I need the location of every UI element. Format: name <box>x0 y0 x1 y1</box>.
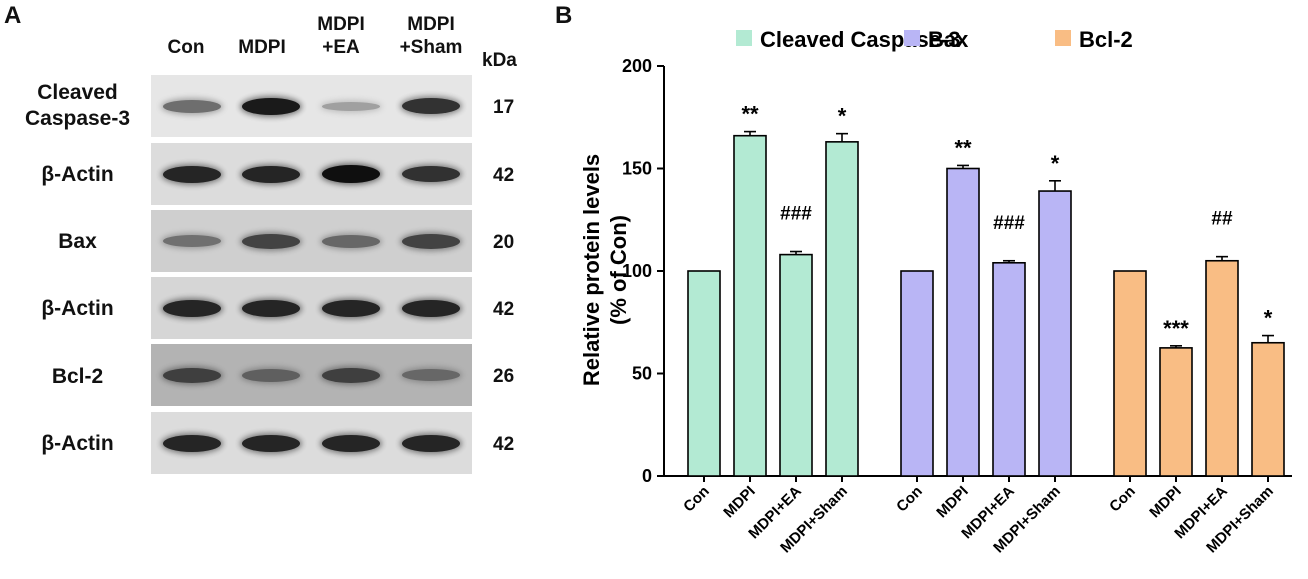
blot-band <box>242 165 300 183</box>
bar <box>1159 347 1193 477</box>
blot-label-actin-2: β-Actin <box>41 297 114 320</box>
x-tick-label: Con <box>680 483 713 516</box>
y-tick-label: 200 <box>622 56 652 76</box>
blot-mw-actin-3: 42 <box>493 434 515 455</box>
blot-band <box>163 165 221 183</box>
blot-band <box>163 434 221 452</box>
significance-label: * <box>1264 306 1273 331</box>
blot-strip-cleaved-caspase3 <box>151 75 472 137</box>
lane-header-line1: MDPI <box>317 14 365 35</box>
legend-swatch <box>736 30 752 46</box>
blot-band <box>163 299 221 317</box>
lane-header-line1: MDPI <box>238 37 286 58</box>
blot-band <box>402 98 460 114</box>
blot-strip-actin-2 <box>151 277 472 339</box>
blot-mw-actin-1: 42 <box>493 165 515 186</box>
bar <box>825 141 859 477</box>
x-tick-label: MDPI <box>1146 483 1185 522</box>
y-tick-label: 100 <box>622 261 652 281</box>
legend-label: Bax <box>928 27 969 52</box>
y-axis-title: Relative protein levels (% of Con) <box>579 154 631 386</box>
blot-band <box>402 369 460 381</box>
bar <box>992 261 1026 477</box>
blot-band <box>322 234 380 248</box>
x-tick-label: MDPI <box>933 483 972 522</box>
blot-strip-bax <box>151 210 472 272</box>
legend-swatch <box>1055 30 1071 46</box>
significance-label: ### <box>993 213 1025 234</box>
blot-mw-actin-2: 42 <box>493 299 515 320</box>
bar <box>1113 270 1147 477</box>
lane-header-line2: +Sham <box>399 37 463 58</box>
blot-strip-actin-1 <box>151 143 472 205</box>
blot-label-bcl2: Bcl-2 <box>51 365 104 388</box>
blot-band <box>242 368 300 382</box>
blot-band <box>402 299 460 317</box>
panel-a-letter: A <box>4 2 22 29</box>
bar <box>1038 190 1072 477</box>
lane-header-mdpi-sham: MDPI +Sham <box>386 13 476 59</box>
significance-label: ## <box>1211 209 1233 230</box>
bar <box>733 134 767 477</box>
blot-band <box>163 99 221 113</box>
significance-label: *** <box>1163 316 1189 341</box>
bar <box>779 253 813 477</box>
lane-header-line2: +EA <box>322 37 360 58</box>
blot-band <box>322 367 380 383</box>
bar <box>687 270 721 477</box>
x-tick-label: MDPI <box>720 483 759 522</box>
significance-label: ** <box>741 102 759 127</box>
blot-label-line2: Caspase-3 <box>24 107 131 130</box>
blot-label-bax: Bax <box>58 230 97 253</box>
y-tick-label: 150 <box>622 159 652 179</box>
blot-band <box>322 299 380 317</box>
blot-mw-bcl2: 26 <box>493 366 515 387</box>
x-tick-label: Con <box>893 483 926 516</box>
legend-swatch <box>904 30 920 46</box>
lane-header-con: Con <box>160 36 212 59</box>
y-axis-title-line1: Relative protein levels <box>579 154 604 386</box>
blot-label-line1: Cleaved <box>37 81 118 104</box>
panel-b-letter: B <box>555 2 573 29</box>
lane-header-mdpi-ea: MDPI +EA <box>308 13 374 59</box>
bar <box>946 167 980 477</box>
blot-band <box>402 434 460 452</box>
legend-label: Cleaved Caspase-3 <box>760 27 961 52</box>
blot-band <box>242 233 300 249</box>
x-tick-label: Con <box>1106 483 1139 516</box>
blot-strip-bcl2 <box>151 344 472 406</box>
blot-band <box>322 165 380 183</box>
blot-mw-cleaved-caspase3: 17 <box>493 97 515 118</box>
significance-label: * <box>1051 151 1060 176</box>
blot-label-actin-3: β-Actin <box>41 432 114 455</box>
blot-label-actin-1: β-Actin <box>41 163 114 186</box>
y-axis-title-line2: (% of Con) <box>606 215 631 325</box>
y-tick-label: 50 <box>632 364 652 384</box>
blot-band <box>242 97 300 115</box>
lane-header-mdpi: MDPI <box>231 36 293 59</box>
kda-header: kDa <box>482 50 517 71</box>
legend-label: Bcl-2 <box>1079 27 1133 52</box>
bar <box>1251 341 1285 477</box>
significance-label: * <box>838 104 847 129</box>
significance-label: ** <box>954 135 972 160</box>
blot-band <box>402 233 460 249</box>
blot-band <box>242 299 300 317</box>
bar <box>1205 259 1239 477</box>
lane-header-line1: MDPI <box>407 14 455 35</box>
blot-band <box>163 367 221 383</box>
blot-band <box>322 434 380 452</box>
blot-strip-actin-3 <box>151 412 472 474</box>
blot-band <box>322 101 380 111</box>
blot-band <box>242 434 300 452</box>
blot-mw-bax: 20 <box>493 232 515 253</box>
lane-header-line1: Con <box>167 37 205 58</box>
blot-band <box>402 166 460 182</box>
significance-label: ### <box>780 204 812 225</box>
y-tick-label: 0 <box>642 466 652 486</box>
blot-label-cleaved-caspase3: Cleaved Caspase-3 <box>10 80 145 132</box>
blot-band <box>163 235 221 247</box>
bar <box>900 270 934 477</box>
